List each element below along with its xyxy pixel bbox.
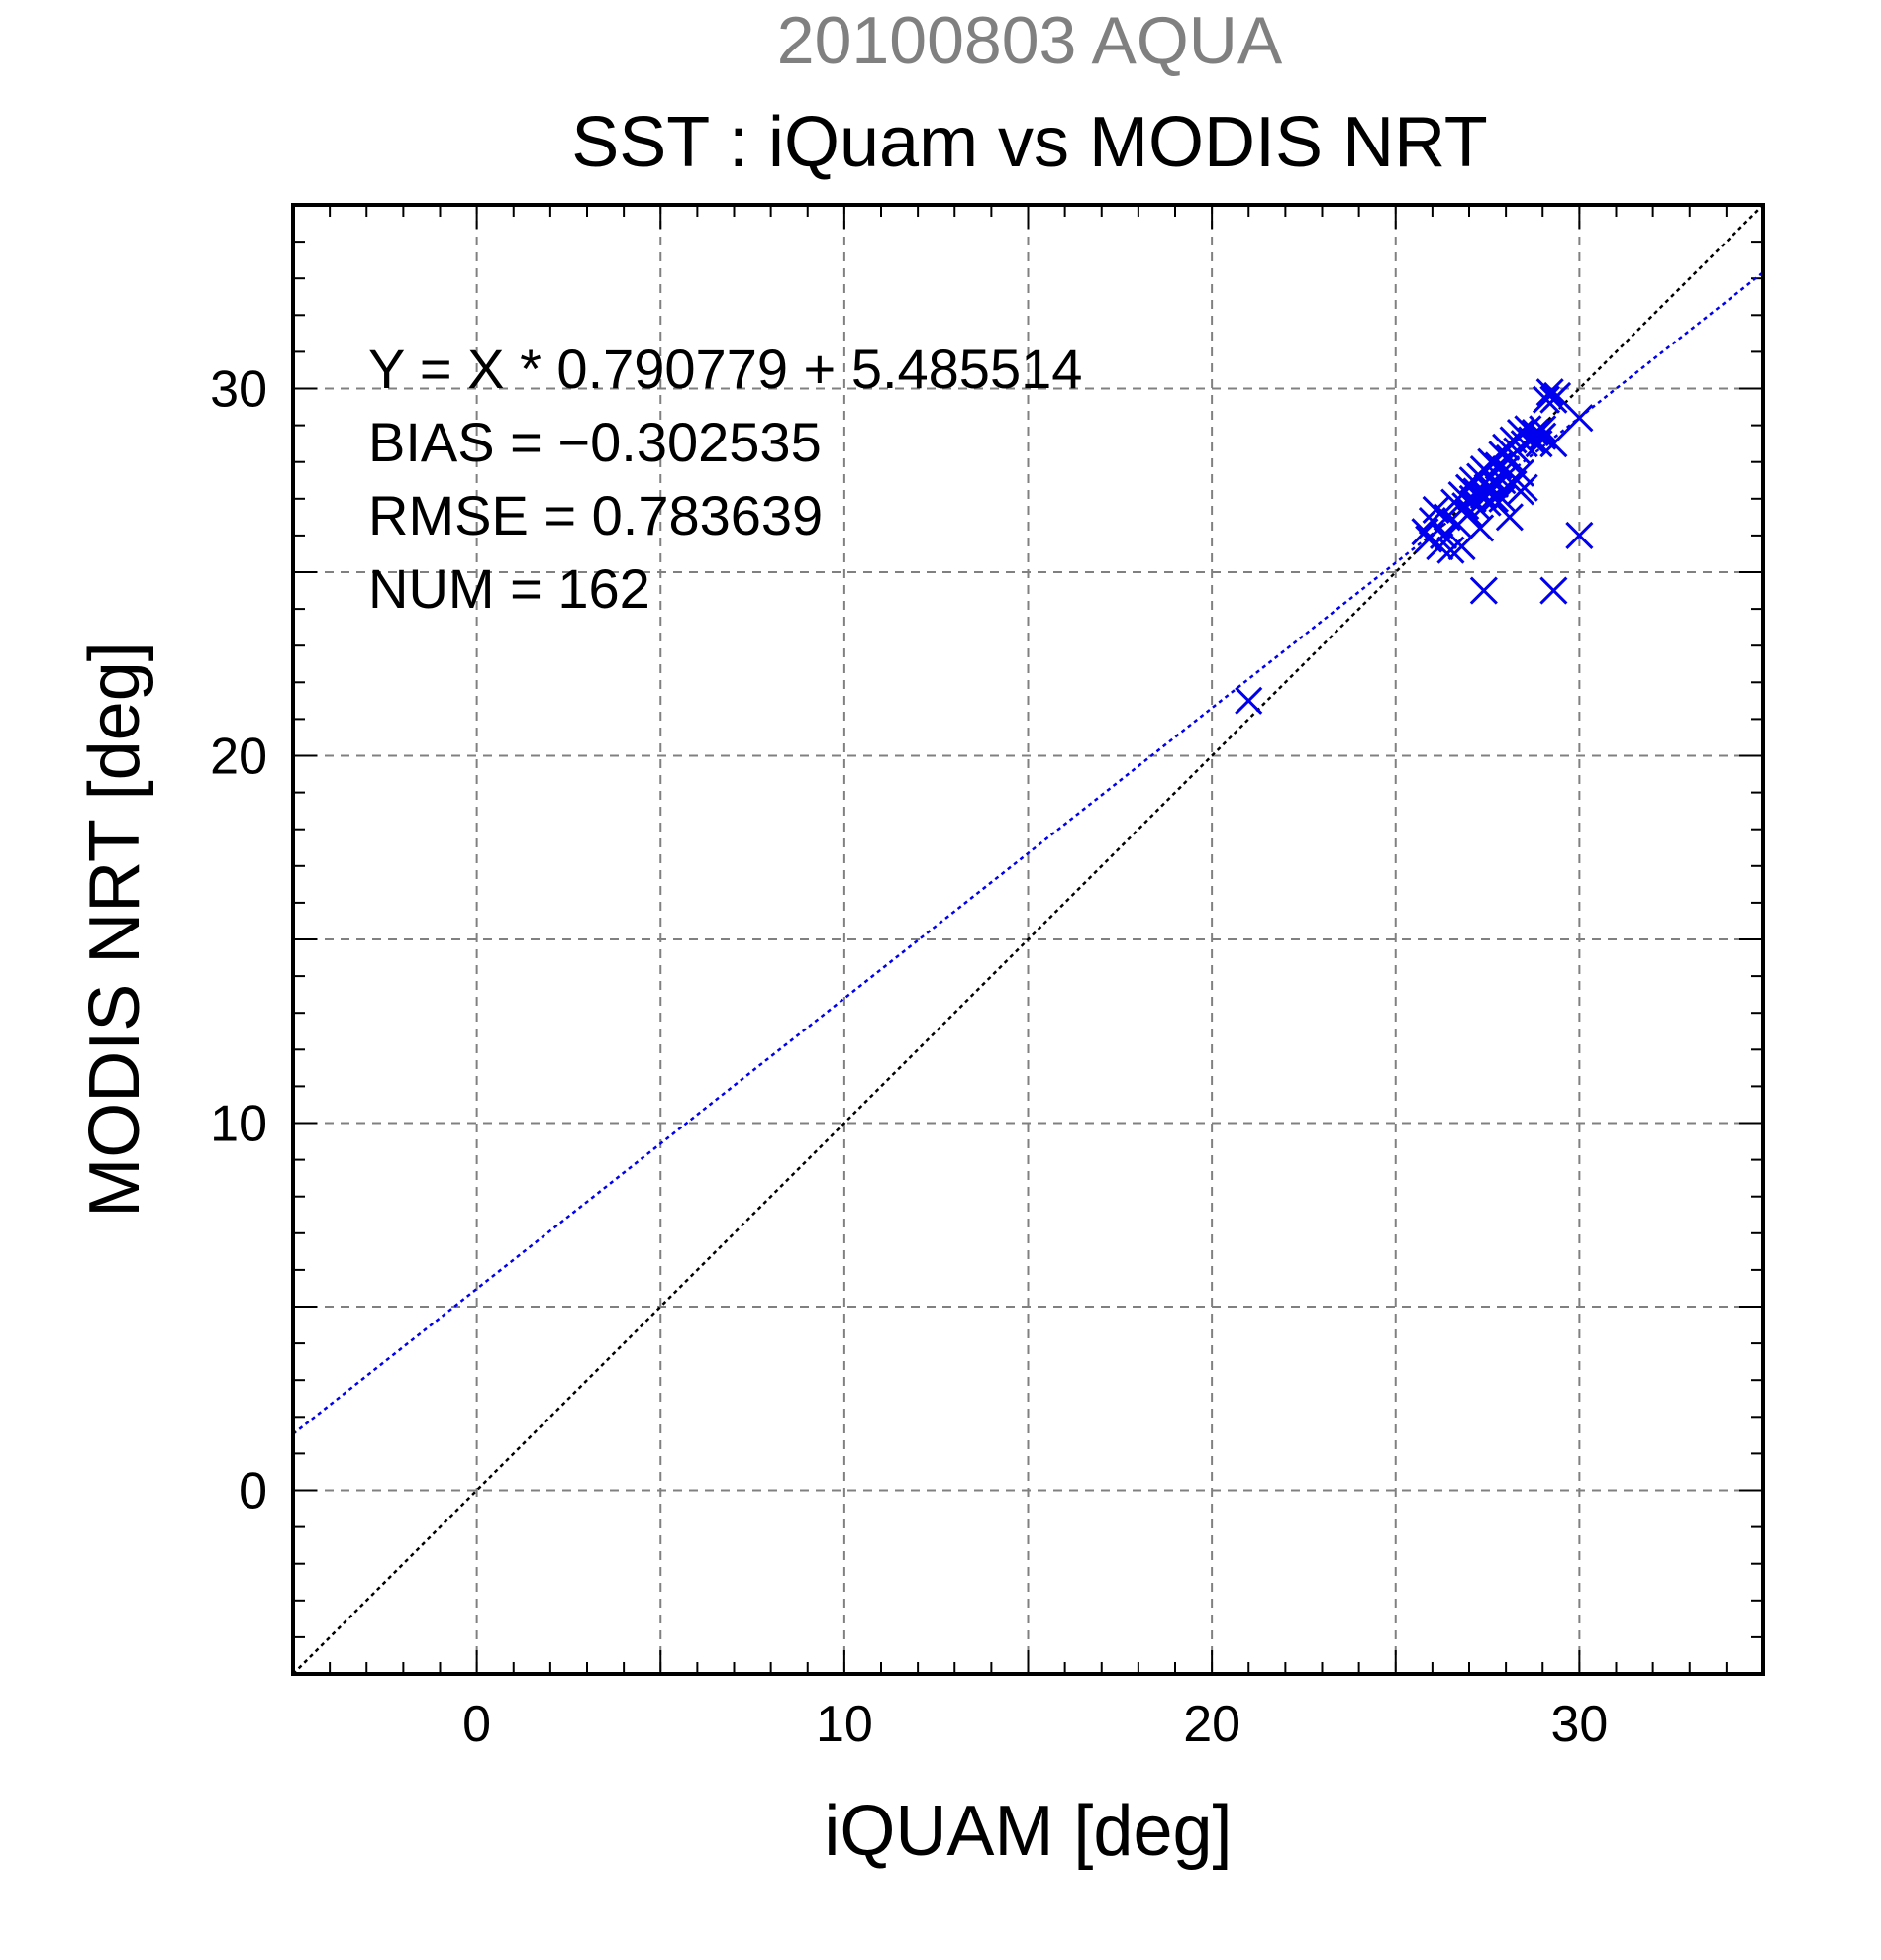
data-point-stroke	[1565, 404, 1594, 433]
data-point-stroke	[1492, 455, 1521, 484]
x-tick-label: 10	[816, 1696, 873, 1753]
data-point-stroke	[1469, 576, 1498, 605]
x-tick-label: 30	[1550, 1696, 1608, 1753]
data-point-stroke	[1495, 503, 1524, 532]
y-tick-label: 0	[239, 1463, 267, 1520]
tick-labels: 0 10 20 30 0 10 20 30	[210, 361, 1608, 1754]
data-point-stroke	[1480, 484, 1510, 513]
plot-frame	[291, 203, 1765, 1676]
chart-title: SST : iQuam vs MODIS NRT	[571, 103, 1488, 182]
grid-lines	[293, 205, 1763, 1674]
data-point	[1480, 484, 1510, 513]
data-point	[1539, 576, 1568, 605]
stat-line: RMSE = 0.783639	[368, 484, 823, 546]
data-point	[1565, 404, 1594, 433]
data-point-stroke	[1521, 418, 1549, 447]
data-point	[1514, 415, 1542, 443]
x-tick-label: 20	[1183, 1696, 1240, 1753]
identity-line	[292, 204, 1764, 1675]
stat-line: NUM = 162	[368, 557, 650, 620]
chart-subtitle: 20100803 AQUA	[777, 3, 1283, 78]
data-point	[1466, 514, 1495, 542]
y-tick-label: 10	[210, 1096, 267, 1153]
data-point	[1532, 385, 1561, 414]
data-point	[1488, 484, 1517, 513]
stat-line: Y = X * 0.790779 + 5.485514	[368, 338, 1082, 400]
data-point-stroke	[1436, 536, 1465, 564]
data-point	[1426, 532, 1454, 561]
data-point	[1543, 381, 1572, 410]
data-point-stroke	[1535, 378, 1564, 407]
data-point	[1529, 415, 1557, 443]
data-point	[1495, 503, 1524, 532]
data-point	[1506, 477, 1535, 506]
data-point	[1539, 430, 1568, 458]
data-point-stroke	[1532, 385, 1561, 414]
x-tick-label: 0	[462, 1696, 491, 1753]
x-axis-label: iQUAM [deg]	[824, 1792, 1232, 1871]
data-point-stroke	[1529, 415, 1557, 443]
data-point	[1429, 521, 1458, 549]
data-point-stroke	[1429, 521, 1458, 549]
y-tick-label: 30	[210, 361, 267, 419]
data-point	[1469, 576, 1498, 605]
data-point-stroke	[1466, 514, 1495, 542]
data-point-stroke	[1543, 381, 1572, 410]
data-point-stroke	[1514, 415, 1542, 443]
data-points	[1235, 378, 1594, 715]
data-point-stroke	[1433, 503, 1461, 532]
stats-box: Y = X * 0.790779 + 5.485514 BIAS = −0.302…	[368, 338, 1082, 620]
data-point	[1565, 521, 1594, 549]
y-tick-label: 20	[210, 729, 267, 786]
data-point	[1235, 686, 1263, 715]
data-point-stroke	[1488, 484, 1517, 513]
y-axis-label: MODIS NRT [deg]	[75, 641, 154, 1218]
data-point-stroke	[1426, 532, 1454, 561]
stat-line: BIAS = −0.302535	[368, 411, 822, 473]
data-point	[1436, 536, 1465, 564]
data-point-stroke	[1235, 686, 1263, 715]
data-point	[1521, 418, 1549, 447]
data-point-stroke	[1529, 422, 1557, 450]
data-point-stroke	[1539, 576, 1568, 605]
data-point-stroke	[1565, 521, 1594, 549]
data-point-stroke	[1506, 477, 1535, 506]
data-point-stroke	[1539, 430, 1568, 458]
data-point	[1535, 378, 1564, 407]
data-point-stroke	[1422, 495, 1450, 524]
